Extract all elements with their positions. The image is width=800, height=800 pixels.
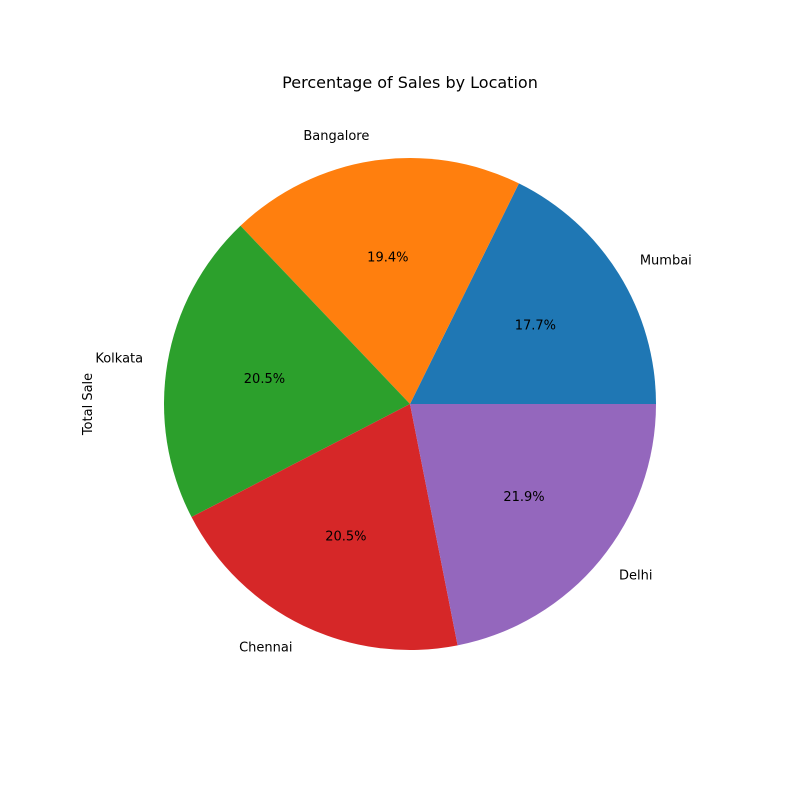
pie-slices — [164, 158, 656, 651]
y-axis-label: Total Sale — [81, 373, 96, 436]
slice-percent-bangalore: 19.4% — [367, 251, 408, 266]
slice-label-kolkata: Kolkata — [95, 352, 143, 367]
pie-slice-delhi — [410, 404, 656, 646]
pie-percent-labels: 17.7% 19.4% 20.5% 20.5% 21.9% — [244, 251, 556, 545]
slice-percent-kolkata: 20.5% — [244, 372, 285, 387]
slice-label-bangalore: Bangalore — [303, 129, 369, 144]
chart-title: Percentage of Sales by Location — [282, 73, 538, 92]
slice-label-mumbai: Mumbai — [640, 254, 692, 269]
slice-percent-chennai: 20.5% — [325, 529, 366, 544]
pie-slice-bangalore — [240, 158, 519, 404]
pie-category-labels: Mumbai Bangalore Kolkata Chennai Delhi — [95, 129, 691, 655]
slice-label-chennai: Chennai — [239, 640, 292, 655]
pie-slice-mumbai — [410, 183, 656, 404]
slice-percent-mumbai: 17.7% — [515, 319, 556, 334]
slice-label-delhi: Delhi — [619, 568, 652, 583]
pie-slice-kolkata — [164, 225, 410, 518]
slice-percent-delhi: 21.9% — [503, 490, 544, 505]
pie-slice-chennai — [191, 404, 458, 651]
